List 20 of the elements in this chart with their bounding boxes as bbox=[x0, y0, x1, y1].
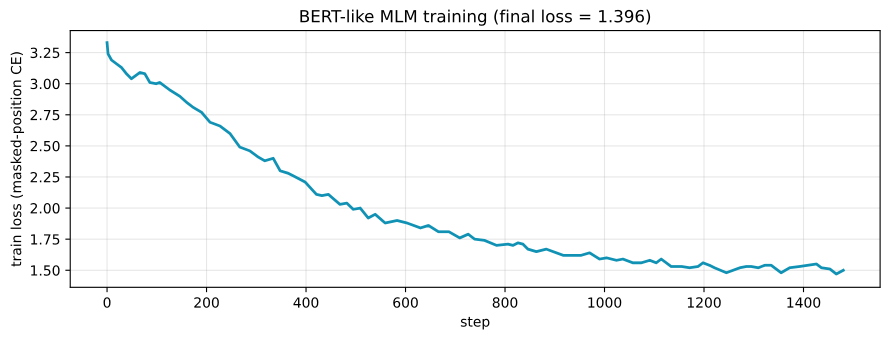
x-tick-label: 800 bbox=[492, 297, 518, 308]
y-tick-label: 2.25 bbox=[30, 172, 60, 182]
y-tick-label: 2.75 bbox=[30, 110, 60, 120]
x-tick-label: 600 bbox=[393, 297, 418, 308]
x-tick-label: 1400 bbox=[787, 297, 820, 308]
y-tick-label: 3.25 bbox=[30, 48, 60, 58]
x-axis-title: step bbox=[460, 316, 490, 330]
x-tick-label: 200 bbox=[194, 297, 219, 308]
y-tick-label: 2.50 bbox=[30, 140, 60, 152]
chart-title: BERT-like MLM training (final loss = 1.396) bbox=[300, 10, 650, 26]
x-tick-label: 1000 bbox=[588, 297, 622, 308]
x-tick-label: 400 bbox=[293, 297, 318, 308]
y-tick-label: 1.75 bbox=[31, 234, 60, 245]
x-tick-label: 1200 bbox=[688, 297, 721, 308]
y-axis-title: train loss (masked-position CE) bbox=[10, 52, 24, 267]
x-tick-label: 0 bbox=[104, 297, 111, 308]
y-tick-label: 1.50 bbox=[31, 265, 60, 276]
y-tick-label: 3.00 bbox=[30, 78, 60, 90]
line-series bbox=[106, 41, 845, 276]
y-tick-label: 2.00 bbox=[30, 203, 60, 214]
